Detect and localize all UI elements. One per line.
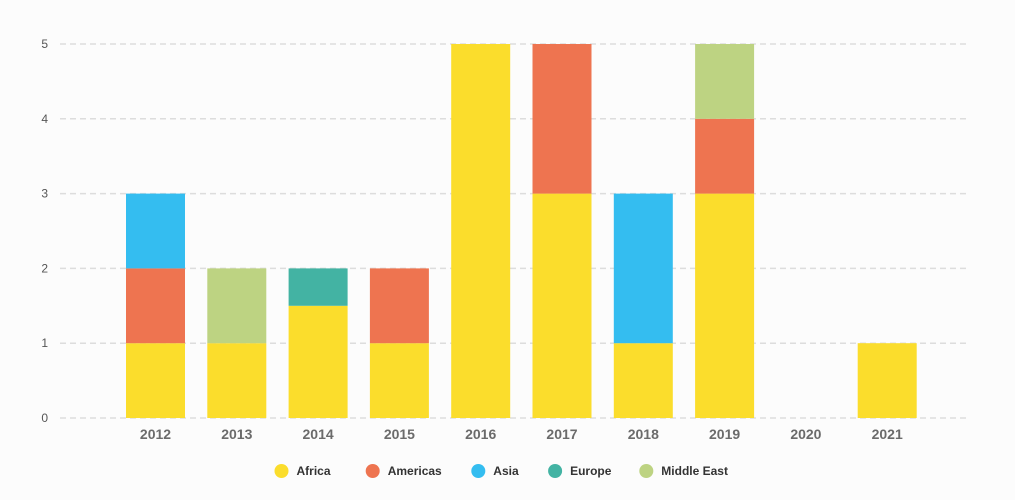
legend-swatch [274, 464, 289, 478]
bar-africa-2017[interactable] [532, 193, 592, 418]
x-tick-label: 2015 [384, 426, 415, 442]
bar-middle-east-2013[interactable] [207, 268, 267, 344]
bar-americas-2019[interactable] [695, 118, 755, 194]
bar-africa-2015[interactable] [369, 343, 429, 418]
gridlines [60, 43, 970, 419]
legend-swatch [548, 464, 563, 478]
bar-africa-2014[interactable] [288, 305, 348, 418]
x-tick-label: 2014 [303, 426, 334, 442]
bar-africa-2021[interactable] [857, 343, 917, 418]
x-tick-label: 2018 [628, 426, 659, 442]
legend-item-asia[interactable]: Asia [471, 464, 519, 478]
x-tick-label: 2021 [872, 426, 903, 442]
y-tick-label: 5 [41, 37, 48, 51]
bar-africa-2013[interactable] [207, 343, 267, 418]
x-tick-label: 2016 [465, 426, 496, 442]
y-tick-label: 1 [41, 336, 48, 350]
bar-europe-2014[interactable] [288, 268, 348, 306]
bar-asia-2012[interactable] [126, 193, 185, 269]
x-tick-label: 2017 [546, 426, 577, 442]
x-tick-label: 2012 [140, 426, 171, 442]
legend-label: Asia [493, 464, 519, 478]
legend-swatch [471, 464, 486, 478]
bar-middle-east-2019[interactable] [695, 44, 755, 119]
legend-swatch [639, 464, 654, 478]
legend-label: Europe [570, 464, 612, 478]
y-tick-label: 4 [41, 112, 48, 126]
y-axis-ticks: 0 1 2 3 4 5 [41, 37, 48, 425]
legend: Africa Americas Asia Europe Middle East [274, 464, 728, 478]
bar-africa-2018[interactable] [613, 343, 673, 418]
bar-africa-2016[interactable] [451, 44, 511, 418]
y-tick-label: 0 [41, 411, 48, 425]
legend-label: Americas [388, 464, 442, 478]
bar-asia-2018[interactable] [613, 193, 673, 344]
y-tick-label: 3 [41, 187, 48, 201]
x-tick-label: 2013 [221, 426, 252, 442]
legend-item-middle-east[interactable]: Middle East [639, 464, 728, 478]
y-tick-label: 2 [41, 261, 48, 275]
bar-africa-2012[interactable] [126, 343, 185, 418]
x-tick-label: 2019 [709, 426, 740, 442]
bars [126, 44, 917, 418]
bar-americas-2017[interactable] [532, 44, 592, 194]
legend-item-africa[interactable]: Africa [274, 464, 331, 478]
legend-label: Africa [297, 464, 331, 478]
x-tick-label: 2020 [790, 426, 821, 442]
bar-africa-2019[interactable] [695, 193, 755, 418]
legend-item-europe[interactable]: Europe [548, 464, 612, 478]
legend-swatch [365, 464, 380, 478]
bar-americas-2015[interactable] [369, 268, 429, 344]
legend-label: Middle East [661, 464, 728, 478]
x-axis-ticks: 2012 2013 2014 2015 2016 2017 2018 2019 2020 2021 [140, 426, 903, 442]
bar-americas-2012[interactable] [126, 268, 185, 344]
legend-item-americas[interactable]: Americas [365, 464, 442, 478]
